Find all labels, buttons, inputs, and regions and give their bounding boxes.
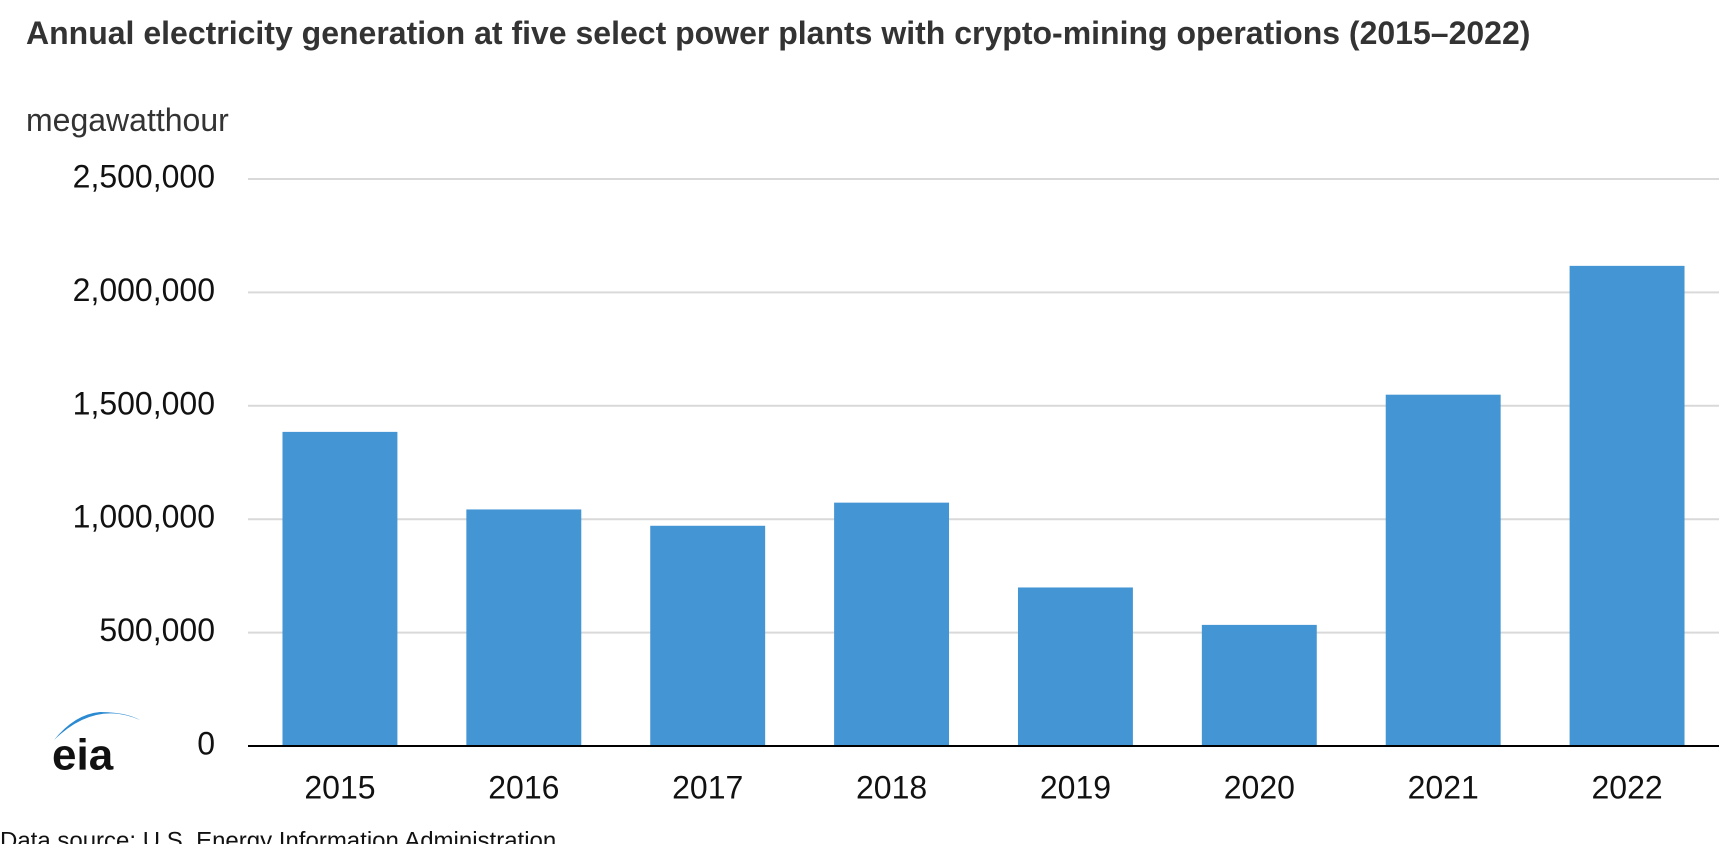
bar (834, 502, 950, 746)
y-tick-label: 1,500,000 (73, 385, 215, 421)
x-tick-label: 2019 (1040, 769, 1111, 805)
bar (1385, 394, 1501, 746)
bar (1569, 265, 1685, 746)
y-axis-label: megawatthour (26, 102, 229, 138)
bar (1201, 624, 1317, 746)
y-tick-label: 2,500,000 (73, 158, 215, 194)
y-tick-label: 1,000,000 (73, 499, 215, 535)
x-tick-label: 2021 (1408, 769, 1479, 805)
x-tick-label: 2018 (856, 769, 927, 805)
source: Data source: U.S. Energy Information Adm… (0, 827, 556, 844)
x-tick-label: 2022 (1591, 769, 1662, 805)
x-tick-label: 2016 (488, 769, 559, 805)
logo: eia (52, 731, 114, 780)
bar (282, 431, 398, 746)
x-tick-label: 2015 (304, 769, 375, 805)
x-tick-label: 2020 (1224, 769, 1295, 805)
y-tick-label: 2,000,000 (73, 272, 215, 308)
bar (1017, 587, 1133, 746)
bar (466, 509, 582, 746)
y-tick-label: 0 (197, 725, 215, 761)
chart-title: Annual electricity generation at five se… (26, 15, 1531, 51)
bar (650, 525, 766, 746)
x-tick-label: 2017 (672, 769, 743, 805)
y-tick-label: 500,000 (99, 612, 215, 648)
